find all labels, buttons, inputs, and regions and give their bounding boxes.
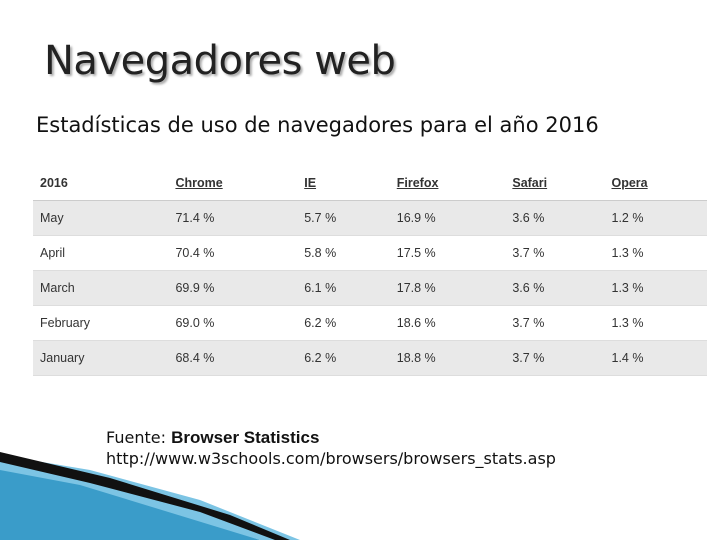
column-header: 2016	[33, 165, 169, 201]
column-header: Opera	[604, 165, 707, 201]
share-cell: 5.7 %	[297, 200, 390, 236]
subtitle: Estadísticas de uso de navegadores para …	[36, 113, 599, 137]
stats-table: 2016 Chrome IE Firefox Safari Opera May 71.4 %…	[33, 165, 707, 376]
source-line: Fuente: Browser Statistics	[106, 427, 556, 448]
share-cell: 3.6 %	[505, 200, 605, 236]
share-cell: 70.4 %	[168, 235, 298, 271]
table-row: April 70.4 % 5.8 % 17.5 % 3.7 % 1.3 %	[33, 235, 707, 271]
table-body: May 71.4 % 5.7 % 16.9 % 3.6 % 1.2 % April 70.4 …	[33, 200, 707, 376]
table-row: May 71.4 % 5.7 % 16.9 % 3.6 % 1.2 %	[33, 200, 707, 236]
share-cell: 3.7 %	[505, 340, 605, 376]
column-header: Safari	[505, 165, 605, 201]
share-cell: 6.2 %	[297, 305, 390, 341]
share-cell: 69.0 %	[168, 305, 298, 341]
share-cell: 1.4 %	[604, 340, 707, 376]
share-cell: 18.8 %	[389, 340, 506, 376]
column-header: Chrome	[168, 165, 298, 201]
browser-link[interactable]: Safari	[512, 175, 548, 190]
year-header: 2016	[40, 175, 68, 190]
share-cell: 68.4 %	[168, 340, 298, 376]
share-cell: 17.8 %	[389, 270, 506, 306]
table-row: February 69.0 % 6.2 % 18.6 % 3.7 % 1.3 %	[33, 305, 707, 341]
column-header: IE	[297, 165, 390, 201]
share-cell: 17.5 %	[389, 235, 506, 271]
month-cell: May	[33, 200, 169, 236]
share-cell: 6.2 %	[297, 340, 390, 376]
month-cell: March	[33, 270, 169, 306]
source-name[interactable]: Browser Statistics	[171, 428, 320, 447]
browser-link[interactable]: Firefox	[396, 175, 439, 190]
month-cell: April	[33, 235, 169, 271]
swoosh-dark	[0, 452, 290, 540]
column-header: Firefox	[389, 165, 506, 201]
share-cell: 1.2 %	[604, 200, 707, 236]
source: Fuente: Browser Statistics http://www.w3…	[106, 427, 556, 469]
share-cell: 1.3 %	[604, 305, 707, 341]
source-url[interactable]: http://www.w3schools.com/browsers/browse…	[106, 449, 556, 468]
header-row: 2016 Chrome IE Firefox Safari Opera	[33, 165, 707, 201]
share-cell: 1.3 %	[604, 270, 707, 306]
share-cell: 3.7 %	[505, 305, 605, 341]
title: Navegadores web	[44, 38, 396, 84]
share-cell: 3.6 %	[505, 270, 605, 306]
share-cell: 3.7 %	[505, 235, 605, 271]
share-cell: 1.3 %	[604, 235, 707, 271]
share-cell: 6.1 %	[297, 270, 390, 306]
share-cell: 69.9 %	[168, 270, 298, 306]
share-cell: 16.9 %	[389, 200, 506, 236]
share-cell: 5.8 %	[297, 235, 390, 271]
share-cell: 71.4 %	[168, 200, 298, 236]
share-cell: 18.6 %	[389, 305, 506, 341]
browser-link[interactable]: Opera	[611, 175, 648, 190]
source-label: Fuente:	[106, 428, 166, 447]
month-cell: January	[33, 340, 169, 376]
month-cell: February	[33, 305, 169, 341]
browser-link[interactable]: Chrome	[175, 175, 223, 190]
table-row: January 68.4 % 6.2 % 18.8 % 3.7 % 1.4 %	[33, 340, 707, 376]
table-row: March 69.9 % 6.1 % 17.8 % 3.6 % 1.3 %	[33, 270, 707, 306]
browser-link[interactable]: IE	[304, 175, 317, 190]
